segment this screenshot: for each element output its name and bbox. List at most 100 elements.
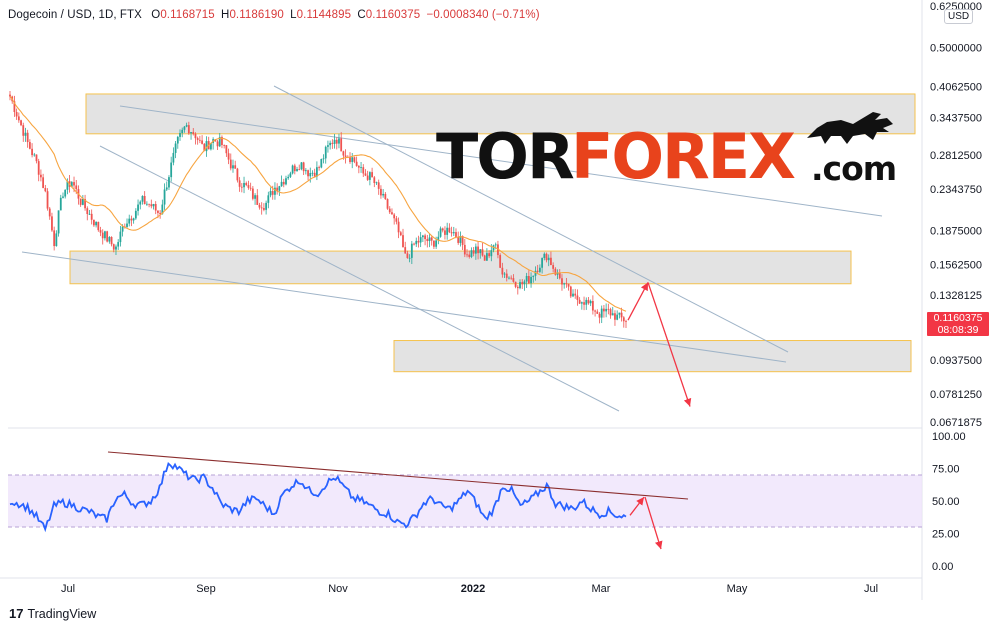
candle-body — [450, 232, 453, 234]
candle-body — [433, 240, 435, 247]
candle-body — [285, 178, 287, 185]
candle-body — [260, 207, 263, 209]
price-zone — [393, 340, 912, 373]
candle-body — [536, 270, 539, 272]
candle-body — [311, 172, 314, 174]
tradingview-text: TradingView — [27, 607, 97, 621]
candle-body — [187, 125, 190, 134]
candle-body — [33, 154, 36, 156]
change-value: −0.0008340 (−0.71%) — [426, 9, 540, 21]
candle-body — [181, 129, 184, 134]
candle-body — [499, 255, 502, 268]
candle-body — [419, 237, 422, 243]
candle-body — [583, 302, 585, 305]
candle-body — [280, 181, 283, 187]
candle-body — [269, 191, 272, 196]
candle-body — [46, 191, 49, 209]
candle-body — [550, 257, 552, 266]
candle-body — [344, 155, 347, 157]
candle-body — [243, 182, 245, 188]
candle-body — [139, 201, 142, 205]
candle-body — [472, 250, 475, 254]
candle-body — [274, 187, 276, 195]
candle-body — [373, 177, 376, 183]
logo-tor: TOR — [436, 120, 575, 193]
candle-body — [377, 182, 380, 189]
rsi-tick-label: 100.00 — [932, 431, 966, 443]
candle-body — [589, 300, 592, 304]
candle-body — [355, 161, 358, 166]
price-tick-label: 0.4062500 — [930, 81, 982, 93]
price-tick-label: 0.1562500 — [930, 260, 982, 272]
candle-body — [73, 182, 75, 186]
low-label: L — [290, 9, 297, 21]
candle-body — [210, 142, 212, 150]
candle-body — [494, 244, 497, 246]
candle-body — [327, 145, 329, 147]
candle-body — [31, 148, 33, 156]
candle-body — [315, 167, 318, 177]
candle-body — [287, 176, 290, 179]
candle-body — [616, 314, 619, 320]
currency-badge[interactable]: USD — [944, 9, 974, 24]
candle-body — [20, 120, 22, 126]
candle-body — [483, 255, 486, 261]
open-value: 0.1168715 — [160, 9, 215, 21]
candle-body — [196, 138, 199, 140]
candle-body — [404, 247, 407, 254]
rsi-arrow-up — [629, 496, 645, 516]
candle-body — [22, 125, 25, 136]
candle-body — [53, 230, 56, 247]
candle-body — [318, 167, 321, 169]
trend-line — [119, 105, 883, 217]
tradingview-branding[interactable]: 17 TradingView — [9, 606, 96, 621]
candle-body — [510, 277, 513, 279]
rsi-axis[interactable]: 100.00 75.00 50.00 25.00 0.00 — [932, 431, 966, 573]
candle-body — [463, 244, 466, 255]
candle-body — [497, 244, 499, 256]
candle-body — [282, 181, 285, 185]
candle-body — [384, 193, 387, 200]
candle-body — [203, 143, 206, 152]
price-tick-label: 0.1875000 — [930, 226, 982, 238]
time-axis[interactable]: Jul Sep Nov 2022 Mar May Jul — [61, 583, 878, 595]
candle-body — [523, 281, 526, 285]
candle-body — [525, 275, 528, 282]
symbol-legend[interactable]: Dogecoin / USD, 1D, FTX O0.1168715 H0.11… — [8, 9, 540, 21]
candle-body — [371, 172, 373, 178]
candle-body — [424, 235, 426, 240]
candle-body — [15, 112, 18, 117]
candle-body — [26, 132, 29, 143]
logo-com: .com — [811, 149, 897, 188]
candle-body — [51, 216, 53, 231]
candle-body — [565, 283, 568, 285]
candle-body — [466, 254, 468, 256]
trend-line — [99, 145, 620, 412]
candle-body — [245, 182, 248, 186]
candle-body — [172, 152, 175, 163]
candle-body — [291, 165, 294, 174]
candle-body — [567, 283, 570, 287]
candle-body — [307, 170, 309, 177]
price-tick-label: 0.0781250 — [930, 389, 982, 401]
price-tick-label: 0.2812500 — [930, 150, 982, 162]
candle-body — [70, 182, 73, 187]
candle-body — [375, 182, 378, 184]
time-tick-label: May — [727, 583, 748, 595]
candle-body — [37, 161, 40, 175]
candle-body — [368, 172, 371, 180]
candle-body — [157, 210, 159, 213]
candle-body — [603, 308, 605, 312]
candle-body — [150, 204, 153, 207]
candle-body — [620, 312, 623, 318]
candle-body — [145, 203, 148, 205]
candle-body — [545, 253, 548, 261]
candle-body — [388, 208, 391, 213]
rsi-tick-label: 25.00 — [932, 529, 960, 541]
price-axis[interactable]: 0.62500000.50000000.40625000.34375000.28… — [930, 1, 982, 429]
candle-body — [479, 249, 482, 254]
rsi-tick-label: 0.00 — [932, 561, 953, 573]
candle-body — [278, 186, 281, 191]
candle-body — [351, 157, 354, 163]
